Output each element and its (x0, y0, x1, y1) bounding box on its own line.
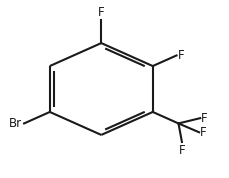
Text: F: F (98, 6, 104, 19)
Text: F: F (178, 144, 184, 157)
Text: F: F (200, 112, 207, 125)
Text: Br: Br (9, 117, 22, 130)
Text: F: F (177, 49, 183, 62)
Text: F: F (199, 126, 206, 139)
